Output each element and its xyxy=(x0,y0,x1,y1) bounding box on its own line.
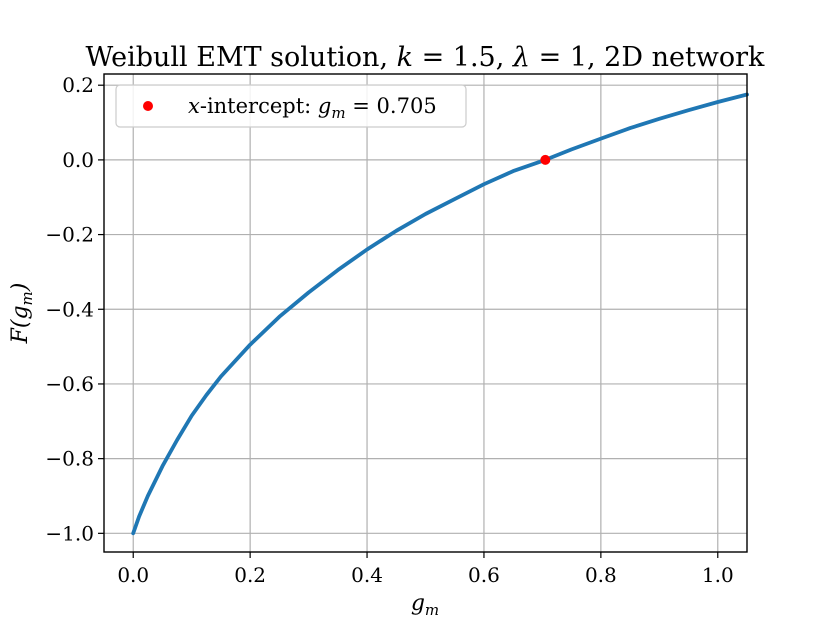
plot-frame xyxy=(103,73,748,553)
legend: x-intercept: gm = 0.705 xyxy=(115,84,467,128)
x-tick-label: 1.0 xyxy=(702,563,734,587)
series-line xyxy=(131,92,749,536)
x-axis-label: gm xyxy=(411,591,439,619)
legend-label: x-intercept: gm = 0.705 xyxy=(188,94,437,122)
y-tick-label: −1.0 xyxy=(45,521,94,545)
x-tick-label: 0.0 xyxy=(117,563,149,587)
ticks: 0.0 0.2 0.4 0.6 0.8 1.0 −1.0 −0.8 −0.6 −0.4 −0.2 0.… xyxy=(45,73,733,587)
series-layer xyxy=(131,92,749,536)
y-tick-label: −0.8 xyxy=(45,447,94,471)
x-tick-label: 0.8 xyxy=(585,563,617,587)
legend-marker xyxy=(143,101,153,111)
legend-box xyxy=(115,84,467,128)
y-tick-label: −0.4 xyxy=(45,297,94,321)
y-tick-label: 0.2 xyxy=(62,73,94,97)
y-tick-label: −0.6 xyxy=(45,372,94,396)
y-tick-label: −0.2 xyxy=(45,223,94,247)
x-intercept-point xyxy=(540,154,551,165)
x-tick-label: 0.4 xyxy=(351,563,383,587)
x-tick-label: 0.6 xyxy=(468,563,500,587)
y-tick-label: 0.0 xyxy=(62,148,94,172)
grid xyxy=(104,74,747,552)
x-tick-label: 0.2 xyxy=(234,563,266,587)
marker-layer xyxy=(540,154,551,165)
chart-title: Weibull EMT solution, k = 1.5, λ = 1, 2D… xyxy=(86,42,766,73)
y-axis-label: F(gm) xyxy=(8,283,36,345)
